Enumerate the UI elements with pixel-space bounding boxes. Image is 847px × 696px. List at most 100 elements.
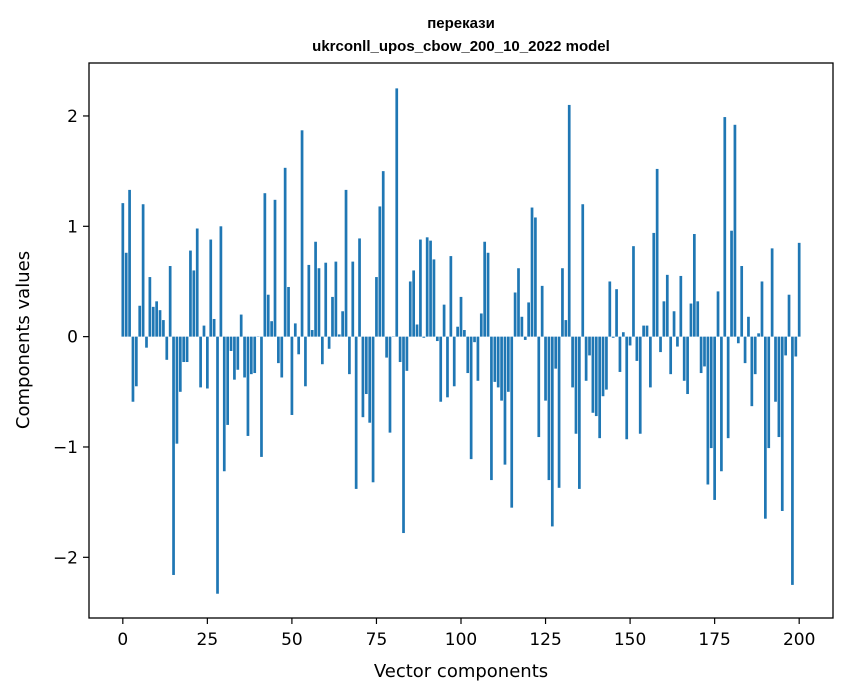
bar (246, 336, 250, 436)
bar (243, 336, 246, 378)
bar (429, 240, 432, 337)
bar (628, 336, 632, 346)
bar (784, 336, 788, 356)
bar (266, 294, 270, 337)
bar (777, 336, 781, 438)
bar (331, 296, 334, 337)
bar (794, 336, 798, 357)
bar (574, 336, 578, 434)
bar (767, 336, 771, 449)
bar (736, 336, 740, 344)
bar (510, 336, 514, 508)
bar (378, 206, 382, 337)
bar (249, 336, 253, 375)
bar (134, 336, 138, 387)
bar (753, 336, 757, 375)
bar (696, 301, 700, 337)
y-tick-label: 1 (67, 217, 78, 237)
bar (662, 301, 666, 337)
bar (341, 311, 344, 337)
x-tick-label: 0 (117, 630, 128, 650)
bar (517, 268, 520, 337)
bar (625, 336, 629, 440)
y-tick-label: −1 (53, 438, 78, 458)
bar (354, 336, 358, 489)
bar (567, 104, 571, 337)
bar (676, 336, 679, 347)
bar (297, 336, 301, 355)
bar (557, 336, 561, 488)
bar (412, 270, 416, 337)
bar (459, 296, 463, 337)
x-tick-label: 150 (614, 630, 646, 650)
x-tick-label: 175 (698, 630, 730, 650)
bar (385, 336, 388, 358)
bar (699, 336, 703, 374)
bar (273, 199, 277, 337)
bar (456, 326, 459, 337)
bar (408, 281, 412, 337)
bar (740, 266, 744, 337)
bar (334, 261, 338, 337)
bar (158, 310, 162, 337)
bar (635, 336, 639, 361)
bar (155, 301, 158, 337)
bar (713, 336, 716, 500)
bar (307, 264, 311, 337)
bar (405, 336, 409, 371)
bar (797, 242, 801, 337)
bar (506, 336, 510, 392)
bar (212, 318, 216, 337)
bar (175, 336, 179, 444)
bar (493, 336, 497, 382)
bar (615, 289, 618, 337)
bar (229, 336, 233, 351)
bar (611, 336, 615, 338)
bar (138, 305, 142, 337)
bar (324, 262, 328, 337)
bar (726, 336, 730, 439)
bar (679, 275, 683, 337)
bar (483, 241, 487, 337)
bar (787, 294, 791, 337)
bar (398, 336, 402, 363)
bar (682, 336, 686, 381)
bar (121, 203, 125, 337)
bar (395, 88, 399, 337)
bar (375, 277, 378, 337)
plot-frame (88, 62, 834, 619)
bar (527, 302, 530, 337)
bar (496, 336, 500, 388)
bar (791, 336, 794, 585)
bar (124, 252, 128, 337)
bar (669, 336, 673, 375)
bar (764, 336, 767, 519)
bars-group (121, 88, 801, 594)
bar (770, 248, 774, 337)
bar (594, 336, 598, 417)
bar (222, 336, 226, 472)
bar (530, 207, 534, 337)
bar (344, 189, 348, 337)
bar (419, 239, 422, 337)
bar (233, 336, 236, 380)
bar (550, 336, 554, 527)
bar (608, 281, 612, 337)
bar (757, 333, 760, 337)
bar (422, 336, 426, 338)
bar (327, 336, 331, 349)
bar (523, 336, 527, 340)
bar (659, 336, 662, 353)
bar (182, 336, 186, 363)
bar (128, 189, 131, 337)
bar (145, 336, 148, 348)
bar (709, 336, 713, 449)
bar (706, 336, 710, 485)
bar (287, 286, 290, 337)
bar (199, 336, 202, 388)
bar (584, 336, 588, 381)
y-tick-label: 2 (67, 107, 78, 127)
bar (435, 336, 439, 342)
bar (520, 316, 524, 337)
